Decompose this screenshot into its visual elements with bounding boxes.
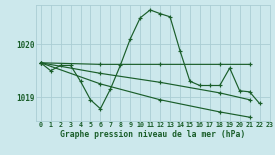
X-axis label: Graphe pression niveau de la mer (hPa): Graphe pression niveau de la mer (hPa) <box>60 130 245 139</box>
